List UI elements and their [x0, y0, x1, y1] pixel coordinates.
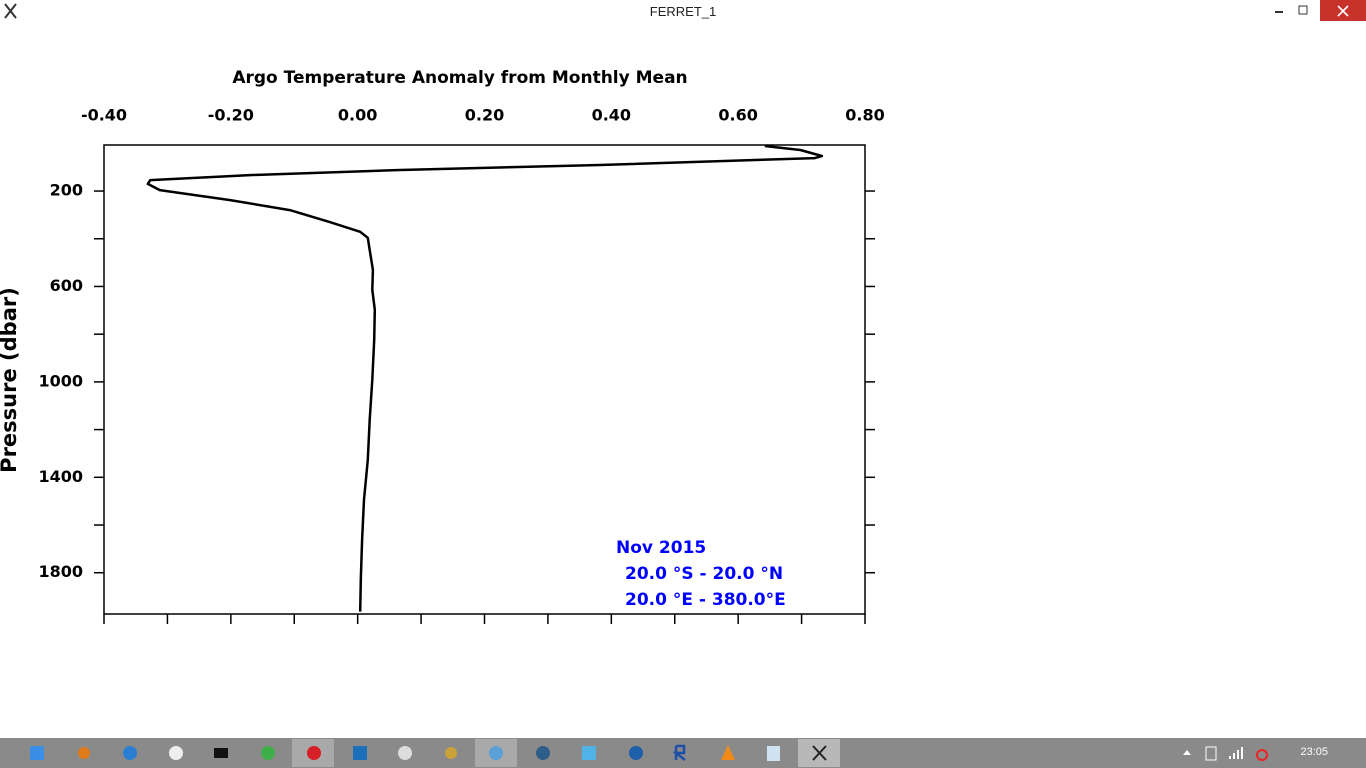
x-tick-label: 0.60: [718, 106, 757, 125]
plot-frame: [103, 144, 866, 615]
y-tick-label: 1800: [38, 562, 83, 581]
app-icon: [4, 3, 17, 19]
close-icon: [1337, 5, 1349, 17]
taskbar-icons: [30, 739, 1268, 767]
app-icon[interactable]: [812, 745, 827, 761]
clock: 23:05: [1300, 746, 1328, 758]
app-icon[interactable]: [261, 746, 275, 760]
y-tick-label: 600: [50, 276, 83, 295]
y-axis-label: Pressure (dbar): [0, 287, 21, 473]
app-icon[interactable]: [672, 744, 686, 761]
app-icon[interactable]: [353, 746, 367, 760]
app-icon[interactable]: [30, 746, 44, 760]
y-tick-label: 1000: [38, 371, 83, 390]
app-icon[interactable]: [398, 746, 412, 760]
annotation: Nov 2015: [616, 538, 706, 558]
chart: Argo Temperature Anomaly from Monthly Me…: [0, 68, 885, 624]
x-tick-label: 0.40: [592, 106, 631, 125]
title-bar-icons: [4, 0, 1366, 21]
title-bar: FERRET_1: [0, 0, 1366, 22]
chart-title: Argo Temperature Anomaly from Monthly Me…: [232, 68, 687, 88]
x-tick-label: 0.00: [338, 106, 377, 125]
restore-button[interactable]: [1298, 5, 1308, 15]
app-icon[interactable]: [307, 746, 321, 760]
x-tick-label: -0.40: [81, 106, 127, 125]
annotation: 20.0 °S - 20.0 °N: [625, 564, 783, 584]
tray-expand[interactable]: [1183, 750, 1191, 755]
app-icon[interactable]: [721, 745, 735, 760]
y-tick-label: 1400: [38, 467, 83, 486]
app-icon[interactable]: [582, 746, 596, 760]
window-title: FERRET_1: [649, 4, 717, 19]
profile-line: [146, 144, 824, 612]
app-icon[interactable]: [767, 746, 780, 761]
app-icon[interactable]: [169, 746, 183, 760]
x-tick-label: 0.80: [845, 106, 884, 125]
annotation: 20.0 °E - 380.0°E: [625, 590, 786, 610]
x-tick-label: -0.20: [208, 106, 254, 125]
x-tick-label: 0.20: [465, 106, 504, 125]
taskbar: 23:05: [0, 738, 1366, 768]
tray-icon[interactable]: [1205, 746, 1217, 761]
app-icon[interactable]: [214, 748, 228, 758]
app-icon[interactable]: [123, 746, 137, 760]
app-icon[interactable]: [629, 746, 643, 760]
app-icon[interactable]: [78, 747, 90, 759]
app-icon[interactable]: [445, 747, 457, 759]
tray-icon[interactable]: [1256, 749, 1268, 761]
y-tick-label: 200: [50, 181, 83, 200]
tray-icon[interactable]: [1229, 747, 1243, 759]
app-icon[interactable]: [489, 746, 503, 760]
app-icon[interactable]: [536, 746, 550, 760]
